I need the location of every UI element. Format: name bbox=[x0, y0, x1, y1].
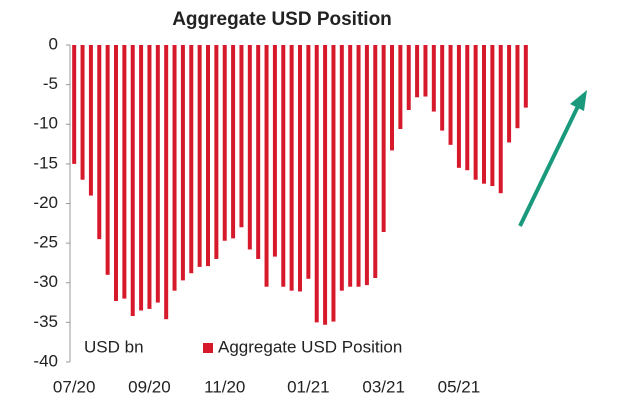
bar bbox=[164, 45, 169, 320]
bar bbox=[281, 45, 286, 287]
x-tick-label: 01/21 bbox=[287, 377, 330, 396]
bar bbox=[381, 45, 386, 233]
bar bbox=[239, 45, 244, 228]
bar bbox=[197, 45, 202, 267]
bar bbox=[289, 45, 294, 291]
bar bbox=[155, 45, 160, 303]
bar bbox=[105, 45, 110, 275]
bar bbox=[298, 45, 302, 292]
bar bbox=[80, 45, 85, 180]
y-tick-label: -10 bbox=[33, 114, 58, 133]
bar bbox=[373, 45, 378, 278]
bar bbox=[214, 45, 219, 259]
bar bbox=[314, 45, 319, 323]
y-tick-label: -20 bbox=[33, 193, 58, 212]
bar bbox=[231, 45, 236, 239]
x-tick-label: 07/20 bbox=[53, 377, 96, 396]
bar bbox=[398, 45, 403, 130]
bar bbox=[114, 45, 118, 301]
bar bbox=[323, 45, 328, 325]
y-tick-label: -35 bbox=[33, 312, 58, 331]
bar bbox=[122, 45, 127, 299]
x-tick-label: 03/21 bbox=[362, 377, 405, 396]
x-tick-label: 11/20 bbox=[204, 377, 245, 396]
bar bbox=[189, 45, 194, 274]
bar bbox=[507, 45, 512, 143]
bar bbox=[490, 45, 495, 187]
bar bbox=[356, 45, 361, 287]
y-tick-label: -15 bbox=[33, 153, 58, 172]
bar bbox=[139, 45, 144, 311]
bar bbox=[523, 45, 528, 108]
bar bbox=[473, 45, 478, 180]
bar bbox=[272, 45, 277, 257]
bar bbox=[172, 45, 177, 291]
bar bbox=[456, 45, 461, 168]
bar bbox=[256, 45, 261, 259]
axis-label: USD bn bbox=[84, 337, 144, 356]
y-tick-label: 0 bbox=[49, 34, 58, 53]
arrow-shaft bbox=[518, 101, 582, 227]
x-tick-label: 05/21 bbox=[438, 377, 481, 396]
arrow-head bbox=[570, 90, 587, 111]
bar bbox=[306, 45, 311, 279]
bar bbox=[415, 45, 420, 98]
bar bbox=[130, 45, 135, 317]
y-tick-label: -25 bbox=[33, 233, 58, 252]
bar bbox=[147, 45, 152, 309]
legend-label: Aggregate USD Position bbox=[218, 337, 402, 356]
bar bbox=[97, 45, 102, 240]
bar bbox=[465, 45, 470, 171]
y-tick-label: -40 bbox=[33, 351, 58, 370]
bar bbox=[180, 45, 185, 281]
bar bbox=[222, 45, 227, 241]
bar bbox=[339, 45, 344, 291]
bar bbox=[264, 45, 269, 287]
chart-title: Aggregate USD Position bbox=[172, 9, 392, 30]
bar bbox=[72, 45, 77, 164]
bar bbox=[406, 45, 411, 110]
y-tick-label: -5 bbox=[43, 74, 58, 93]
trend-arrow bbox=[518, 90, 587, 227]
bar bbox=[448, 45, 453, 145]
bar bbox=[331, 45, 336, 322]
bar bbox=[423, 45, 428, 97]
legend-swatch bbox=[203, 343, 213, 353]
bar bbox=[88, 45, 93, 196]
bar bbox=[482, 45, 486, 184]
bar bbox=[364, 45, 369, 286]
bar bbox=[431, 45, 436, 112]
bar bbox=[348, 45, 353, 287]
y-tick-label: -30 bbox=[33, 272, 58, 291]
bar bbox=[440, 45, 445, 131]
bar bbox=[390, 45, 394, 151]
bar bbox=[498, 45, 503, 194]
x-tick-label: 09/20 bbox=[128, 377, 171, 396]
bar bbox=[247, 45, 252, 250]
bar bbox=[515, 45, 520, 129]
bar bbox=[206, 45, 210, 267]
